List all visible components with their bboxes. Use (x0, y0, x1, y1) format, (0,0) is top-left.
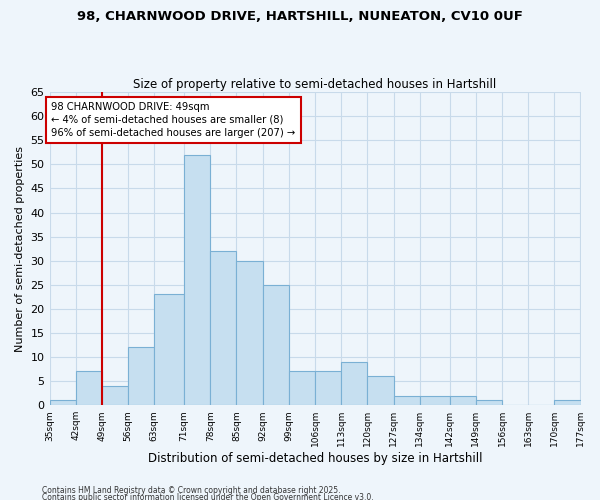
Title: Size of property relative to semi-detached houses in Hartshill: Size of property relative to semi-detach… (133, 78, 497, 91)
Bar (263, 285, 289, 405)
Bar (315, 372, 341, 405)
Bar (76, 372, 102, 405)
Y-axis label: Number of semi-detached properties: Number of semi-detached properties (15, 146, 25, 352)
Bar (476, 400, 502, 405)
Bar (236, 260, 263, 405)
Bar (289, 372, 315, 405)
Text: 98, CHARNWOOD DRIVE, HARTSHILL, NUNEATON, CV10 0UF: 98, CHARNWOOD DRIVE, HARTSHILL, NUNEATON… (77, 10, 523, 23)
Bar (154, 294, 184, 405)
Bar (394, 396, 420, 405)
Bar (341, 362, 367, 405)
Bar (367, 376, 394, 405)
Bar (50, 400, 76, 405)
Text: Contains public sector information licensed under the Open Government Licence v3: Contains public sector information licen… (42, 494, 374, 500)
Bar (449, 396, 476, 405)
Text: Contains HM Land Registry data © Crown copyright and database right 2025.: Contains HM Land Registry data © Crown c… (42, 486, 341, 495)
Bar (211, 251, 236, 405)
Bar (554, 400, 581, 405)
Text: 98 CHARNWOOD DRIVE: 49sqm
← 4% of semi-detached houses are smaller (8)
96% of se: 98 CHARNWOOD DRIVE: 49sqm ← 4% of semi-d… (52, 102, 296, 138)
Bar (128, 348, 154, 405)
Bar (184, 155, 211, 405)
X-axis label: Distribution of semi-detached houses by size in Hartshill: Distribution of semi-detached houses by … (148, 452, 482, 465)
Bar (420, 396, 449, 405)
Bar (102, 386, 128, 405)
